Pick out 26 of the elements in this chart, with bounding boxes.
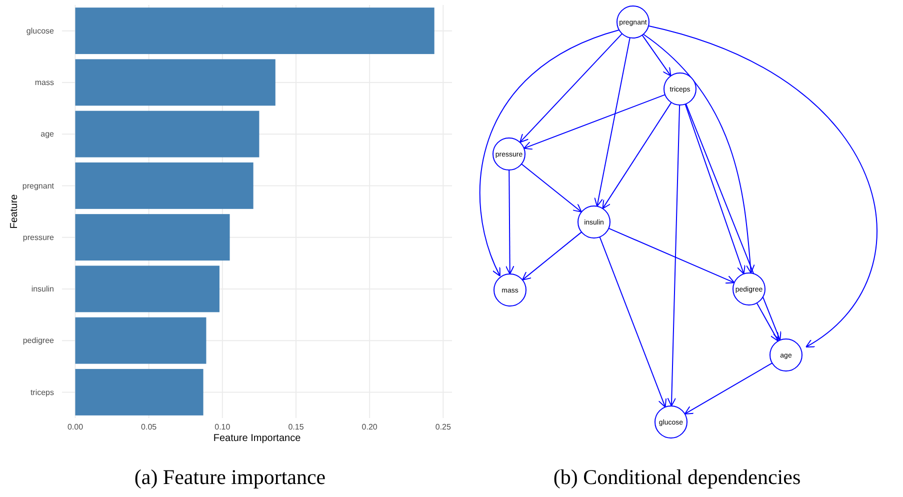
x-tick-label: 0.25 (435, 422, 452, 432)
y-tick-label: glucose (26, 26, 55, 36)
x-tick-label: 0.00 (67, 422, 84, 432)
y-tick-label: pregnant (22, 181, 55, 190)
bar (75, 214, 230, 261)
y-tick-label: insulin (31, 284, 54, 294)
y-tick-label: mass (34, 78, 54, 87)
y-tick-label: triceps (30, 388, 54, 397)
bar (75, 317, 206, 364)
y-tick-label: age (40, 130, 55, 139)
x-tick-label: 0.20 (362, 422, 378, 432)
bar (75, 59, 276, 106)
x-axis-title: Feature Importance (213, 433, 302, 444)
text: (a) Feature importance (134, 465, 326, 489)
bar (75, 162, 254, 209)
bar (75, 110, 260, 158)
x-tick-label: 0.05 (141, 422, 158, 432)
bar (75, 368, 204, 416)
x-tick-label: 0.10 (214, 422, 231, 432)
text: (b) Conditional dependencies (553, 465, 801, 489)
y-axis-title: Feature (9, 194, 20, 229)
y-tick-label: pressure (22, 232, 55, 242)
x-tick-label: 0.15 (288, 422, 304, 432)
bar (75, 8, 434, 54)
bar (75, 266, 220, 312)
y-tick-label: pedigree (22, 336, 55, 346)
